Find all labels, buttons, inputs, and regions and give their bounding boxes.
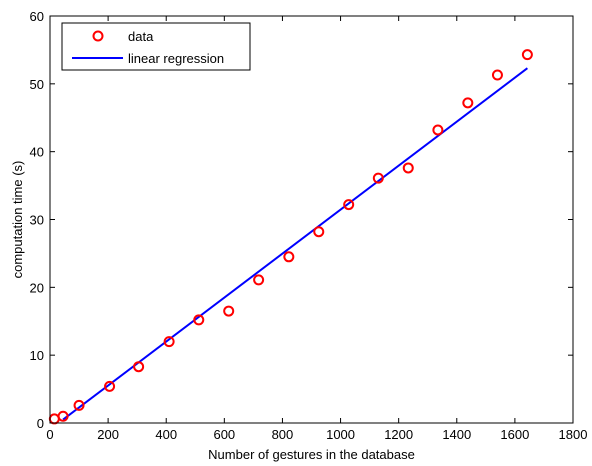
x-axis-label: Number of gestures in the database — [208, 447, 415, 462]
data-point — [133, 361, 145, 373]
axes-frame — [49, 15, 574, 424]
regression-line — [62, 67, 528, 421]
data-point — [253, 274, 265, 286]
legend-data-marker — [92, 30, 104, 42]
legend: data linear regression — [61, 22, 251, 71]
data-point — [57, 410, 69, 422]
data-point — [283, 251, 295, 263]
data-point — [343, 199, 355, 211]
data-point — [432, 124, 444, 136]
x-tick-label: 0 — [46, 427, 53, 442]
regression-line-group — [62, 67, 528, 421]
data-point — [491, 69, 503, 81]
y-axis-label: computation time (s) — [10, 161, 25, 279]
x-tick-label: 1400 — [442, 427, 471, 442]
x-tick-label: 400 — [155, 427, 177, 442]
y-tick-label: 50 — [30, 77, 44, 92]
legend-box — [61, 22, 251, 71]
data-point — [104, 380, 116, 392]
y-tick-label: 0 — [37, 416, 44, 431]
data-point — [313, 226, 325, 238]
y-tick-label: 30 — [30, 213, 44, 228]
data-point — [73, 399, 85, 411]
data-point — [163, 336, 175, 348]
legend-label-data: data — [128, 29, 154, 44]
data-point — [521, 49, 533, 61]
x-tick-label: 600 — [213, 427, 235, 442]
data-point — [462, 97, 474, 109]
x-tick-label: 800 — [272, 427, 294, 442]
y-tick-label: 60 — [30, 9, 44, 24]
data-points-group — [48, 49, 533, 425]
x-tick-label: 1600 — [500, 427, 529, 442]
data-point — [223, 305, 235, 317]
plot-area — [48, 49, 533, 425]
y-tick-label: 20 — [30, 280, 44, 295]
legend-label-regression: linear regression — [128, 51, 224, 66]
data-point — [402, 162, 414, 174]
data-point — [372, 172, 384, 184]
y-tick-label: 10 — [30, 348, 44, 363]
data-point — [193, 314, 205, 326]
x-tick-label: 1200 — [384, 427, 413, 442]
y-tick-label: 40 — [30, 145, 44, 160]
data-point — [48, 413, 60, 425]
x-tick-label: 1000 — [326, 427, 355, 442]
x-tick-label: 200 — [97, 427, 119, 442]
axis-ticks: 0 200 400 600 800 1000 1200 1400 1600 1800 0 10 20 30… — [30, 9, 588, 442]
x-tick-label: 1800 — [559, 427, 588, 442]
